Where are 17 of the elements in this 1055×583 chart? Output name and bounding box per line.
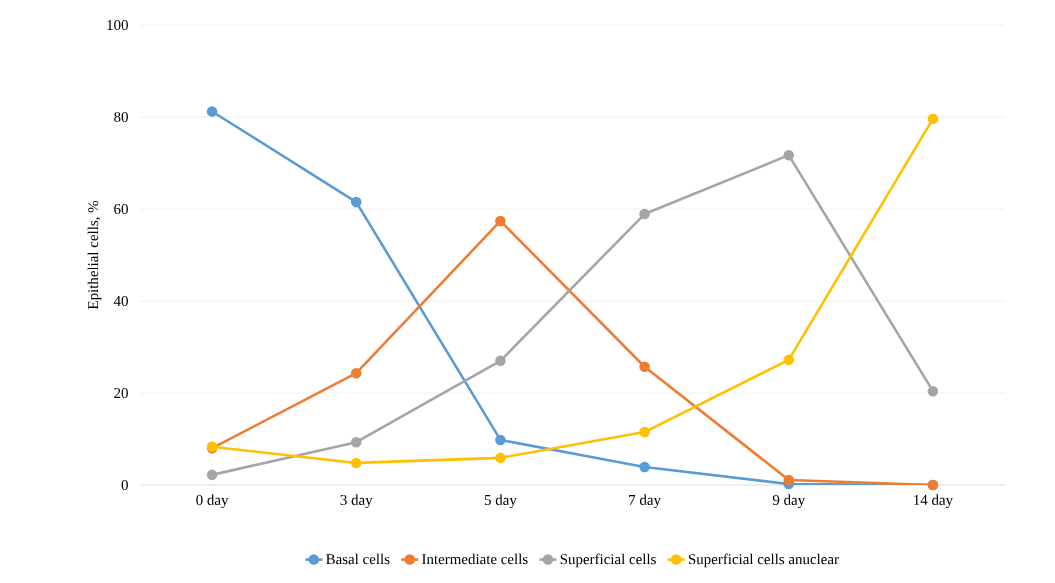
y-tick-label: 60: [114, 203, 128, 215]
legend-label: Superficial cells: [560, 553, 656, 568]
x-tick-label: 9 day: [772, 494, 806, 509]
x-tick-label: 5 day: [484, 494, 517, 509]
legend-label: Basal cells: [326, 553, 390, 565]
y-tick-label: 40: [113, 295, 128, 307]
y-tick-label: 0: [121, 479, 128, 491]
y-tick-label: 80: [114, 111, 128, 123]
x-tick-label: 7 day: [629, 494, 661, 509]
legend-label: Intermediate cells: [422, 553, 528, 565]
y-tick-label: 20: [114, 387, 128, 399]
y-tick-label: 100: [107, 19, 128, 31]
x-tick-label: 3 day: [340, 494, 373, 509]
legend-label: Superficial cells anuclear: [688, 553, 839, 568]
x-tick-label: 14 day: [914, 494, 953, 509]
y-axis-title: Epithelial cells, %: [87, 200, 102, 310]
x-tick-label: 0 day: [196, 494, 229, 509]
